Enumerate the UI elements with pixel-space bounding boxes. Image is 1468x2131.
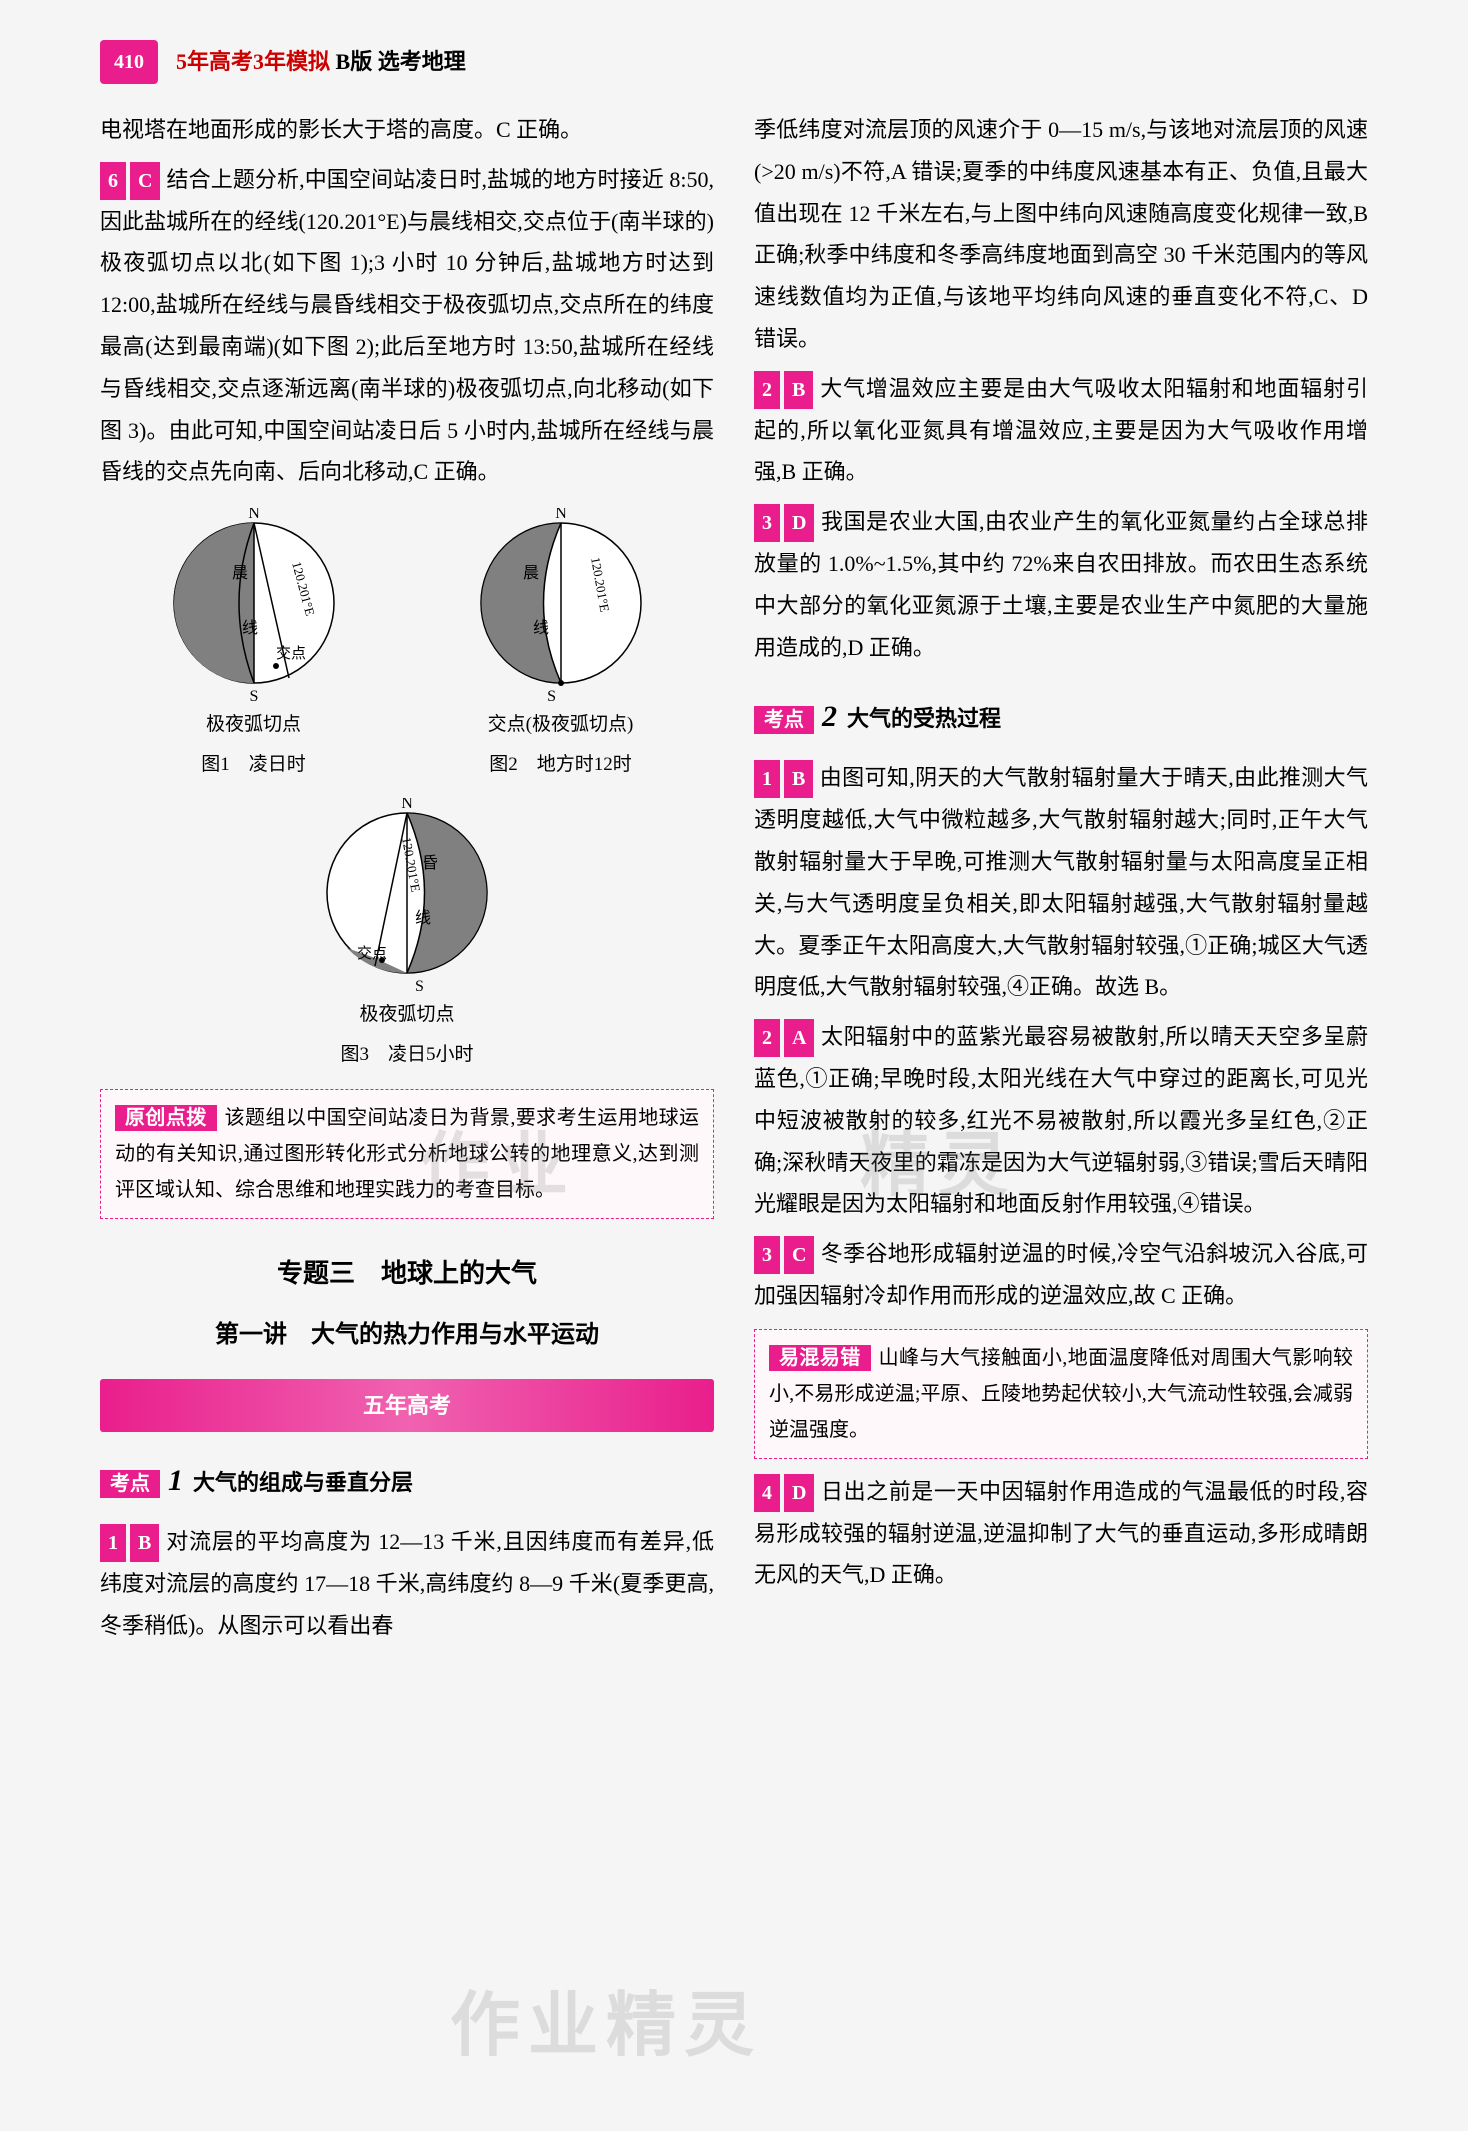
diagram-row-1: N S 120.201°E 晨 线 交点 极夜弧切点 图1 凌日时 N bbox=[100, 508, 714, 783]
kaodian-label: 考点 bbox=[754, 706, 814, 734]
qnum-badge: 3 bbox=[754, 504, 780, 542]
svg-text:S: S bbox=[249, 688, 258, 703]
ans-badge: B bbox=[784, 760, 813, 798]
globe-diagram-3: N S 120.201°E 昏 线 交点 bbox=[307, 798, 507, 993]
fig2-sub: 交点(极夜弧切点) bbox=[461, 707, 661, 743]
kaodian-title: 大气的受热过程 bbox=[847, 706, 1001, 731]
globe-diagram-2: N S 120.201°E 晨 线 bbox=[461, 508, 661, 703]
yihun-box: 易混易错山峰与大气接触面小,地面温度降低对周围大气影响较小,不易形成逆温;平原、… bbox=[754, 1329, 1368, 1459]
content-columns: 电视塔在地面形成的影长大于塔的高度。C 正确。 6C结合上题分析,中国空间站凌日… bbox=[100, 109, 1368, 1655]
question-6: 6C结合上题分析,中国空间站凌日时,盐城的地方时接近 8:50,因此盐城所在的经… bbox=[100, 159, 714, 493]
svg-text:晨: 晨 bbox=[232, 565, 248, 582]
svg-text:昏: 昏 bbox=[422, 854, 438, 872]
svg-text:S: S bbox=[415, 978, 424, 993]
svg-text:交点: 交点 bbox=[276, 644, 306, 662]
ans-badge: C bbox=[784, 1236, 814, 1274]
kaodian-num: 2 bbox=[822, 700, 837, 733]
kd2-q3: 3C冬季谷地形成辐射逆温的时候,冷空气沿斜坡沉入谷底,可加强因辐射冷却作用而形成… bbox=[754, 1233, 1368, 1317]
qnum-badge: 6 bbox=[100, 162, 126, 200]
svg-text:S: S bbox=[547, 688, 556, 703]
ans-badge: C bbox=[130, 162, 160, 200]
kd2-q4-text: 日出之前是一天中因辐射作用造成的气温最低的时段,容易形成较强的辐射逆温,逆温抑制… bbox=[754, 1479, 1368, 1588]
fig3-sub: 极夜弧切点 bbox=[307, 997, 507, 1033]
q2-text: 大气增温效应主要是由大气吸收太阳辐射和地面辐射引起的,所以氧化亚氮具有增温效应,… bbox=[754, 376, 1368, 485]
page-header: 410 5年高考3年模拟 B版 选考地理 bbox=[100, 40, 1368, 84]
q6-text: 结合上题分析,中国空间站凌日时,盐城的地方时接近 8:50,因此盐城所在的经线(… bbox=[100, 167, 714, 485]
left-intro: 电视塔在地面形成的影长大于塔的高度。C 正确。 bbox=[100, 109, 714, 151]
svg-text:N: N bbox=[555, 508, 567, 522]
kaodian-1-header: 考点 1 大气的组成与垂直分层 bbox=[100, 1452, 714, 1509]
right-column: 季低纬度对流层顶的风速介于 0—15 m/s,与该地对流层顶的风速(>20 m/… bbox=[754, 109, 1368, 1655]
ans-badge: B bbox=[130, 1524, 159, 1562]
svg-text:线: 线 bbox=[533, 619, 549, 637]
page-number: 410 bbox=[100, 40, 158, 84]
q3-text: 我国是农业大国,由农业产生的氧化亚氮量约占全球总排放量的 1.0%~1.5%,其… bbox=[754, 509, 1368, 659]
jiang-title: 第一讲 大气的热力作用与水平运动 bbox=[100, 1313, 714, 1359]
zhuanti-title: 专题三 地球上的大气 bbox=[100, 1249, 714, 1298]
fig1-label: 图1 凌日时 bbox=[154, 747, 354, 783]
kd2-q3-text: 冬季谷地形成辐射逆温的时候,冷空气沿斜坡沉入谷底,可加强因辐射冷却作用而形成的逆… bbox=[754, 1241, 1368, 1308]
right-q3: 3D我国是农业大国,由农业产生的氧化亚氮量约占全球总排放量的 1.0%~1.5%… bbox=[754, 501, 1368, 668]
kd2-q2-text: 太阳辐射中的蓝紫光最容易被散射,所以晴天天空多呈蔚蓝色,①正确;早晚时段,太阳光… bbox=[754, 1024, 1368, 1216]
kaodian-label: 考点 bbox=[100, 1470, 160, 1498]
diagram-row-2: N S 120.201°E 昏 线 交点 极夜弧切点 图3 凌日5小时 bbox=[100, 798, 714, 1073]
kaodian-num: 1 bbox=[168, 1464, 183, 1497]
svg-text:晨: 晨 bbox=[523, 565, 539, 582]
svg-text:线: 线 bbox=[242, 619, 258, 637]
diagram-2: N S 120.201°E 晨 线 交点(极夜弧切点) 图2 地方时12时 bbox=[461, 508, 661, 783]
kd2-q2: 2A太阳辐射中的蓝紫光最容易被散射,所以晴天天空多呈蔚蓝色,①正确;早晚时段,太… bbox=[754, 1016, 1368, 1225]
qnum-badge: 1 bbox=[100, 1524, 126, 1562]
box-label: 原创点拨 bbox=[115, 1105, 217, 1131]
qnum-badge: 3 bbox=[754, 1236, 780, 1274]
ans-badge: D bbox=[784, 504, 814, 542]
kd2-q1-text: 由图可知,阴天的大气散射辐射量大于晴天,由此推测大气透明度越低,大气中微粒越多,… bbox=[754, 765, 1368, 999]
diagram-3: N S 120.201°E 昏 线 交点 极夜弧切点 图3 凌日5小时 bbox=[307, 798, 507, 1073]
kd2-q1: 1B由图可知,阴天的大气散射辐射量大于晴天,由此推测大气透明度越低,大气中微粒越… bbox=[754, 757, 1368, 1008]
right-p1: 季低纬度对流层顶的风速介于 0—15 m/s,与该地对流层顶的风速(>20 m/… bbox=[754, 109, 1368, 360]
kd1-q1: 1B对流层的平均高度为 12—13 千米,且因纬度而有差异,低纬度对流层的高度约… bbox=[100, 1521, 714, 1646]
qnum-badge: 2 bbox=[754, 371, 780, 409]
yuanchuang-box: 原创点拨该题组以中国空间站凌日为背景,要求考生运用地球运动的有关知识,通过图形转… bbox=[100, 1089, 714, 1219]
svg-text:线: 线 bbox=[415, 909, 431, 927]
left-column: 电视塔在地面形成的影长大于塔的高度。C 正确。 6C结合上题分析,中国空间站凌日… bbox=[100, 109, 714, 1655]
svg-text:N: N bbox=[248, 508, 260, 522]
svg-text:N: N bbox=[401, 798, 413, 812]
ans-badge: A bbox=[784, 1019, 814, 1057]
watermark-3: 作业精灵 bbox=[450, 1960, 762, 2093]
kd1-q1-text: 对流层的平均高度为 12—13 千米,且因纬度而有差异,低纬度对流层的高度约 1… bbox=[100, 1529, 714, 1638]
kaodian-2-header: 考点 2 大气的受热过程 bbox=[754, 688, 1368, 745]
fig3-label: 图3 凌日5小时 bbox=[307, 1037, 507, 1073]
diagram-1: N S 120.201°E 晨 线 交点 极夜弧切点 图1 凌日时 bbox=[154, 508, 354, 783]
wunian-banner: 五年高考 bbox=[100, 1379, 714, 1433]
right-q2: 2B大气增温效应主要是由大气吸收太阳辐射和地面辐射引起的,所以氧化亚氮具有增温效… bbox=[754, 368, 1368, 493]
kd2-q4: 4D日出之前是一天中因辐射作用造成的气温最低的时段,容易形成较强的辐射逆温,逆温… bbox=[754, 1471, 1368, 1596]
fig2-label: 图2 地方时12时 bbox=[461, 747, 661, 783]
box-label: 易混易错 bbox=[769, 1345, 871, 1371]
fig1-sub: 极夜弧切点 bbox=[154, 707, 354, 743]
ans-badge: D bbox=[784, 1474, 814, 1512]
kaodian-title: 大气的组成与垂直分层 bbox=[193, 1470, 413, 1495]
qnum-badge: 2 bbox=[754, 1019, 780, 1057]
qnum-badge: 4 bbox=[754, 1474, 780, 1512]
globe-diagram-1: N S 120.201°E 晨 线 交点 bbox=[154, 508, 354, 703]
ans-badge: B bbox=[784, 371, 813, 409]
qnum-badge: 1 bbox=[754, 760, 780, 798]
header-title: 5年高考3年模拟 B版 选考地理 bbox=[176, 41, 466, 83]
